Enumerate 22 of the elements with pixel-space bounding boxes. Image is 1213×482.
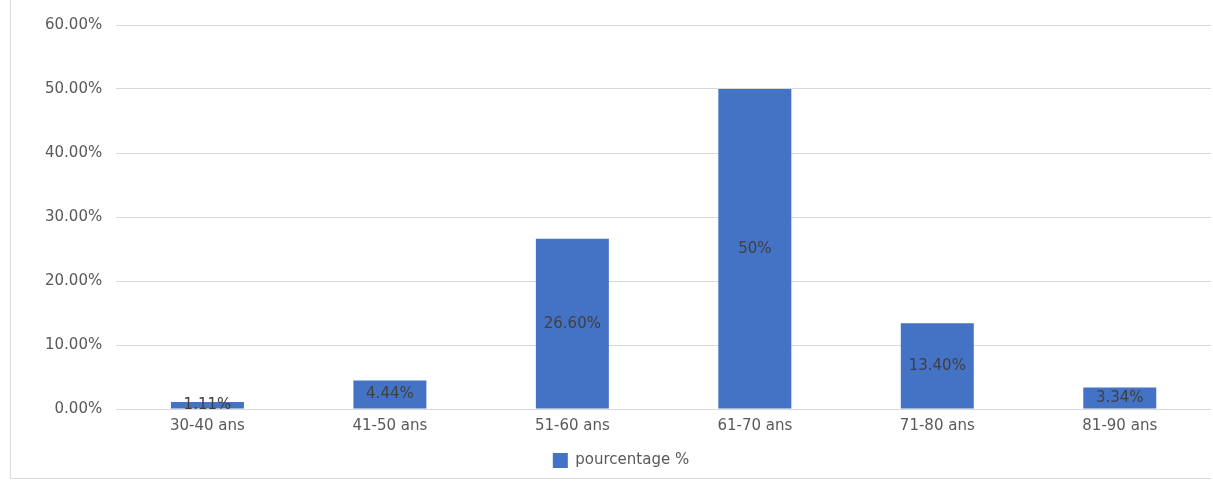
data-label: 50% (738, 238, 772, 257)
y-tick-label: 30.00% (44, 206, 103, 225)
data-label: 4.44% (366, 384, 414, 403)
x-tick-label: 61-70 ans (717, 415, 793, 434)
x-tick-label: 30-40 ans (169, 415, 246, 434)
bar (535, 238, 609, 409)
y-tick-label: 10.00% (44, 334, 103, 353)
y-tick-label: 0.00% (54, 398, 103, 417)
x-tick-label: 51-60 ans (534, 415, 610, 434)
y-tick-label: 40.00% (44, 142, 103, 161)
bar (718, 89, 792, 409)
y-tick-label: 60.00% (44, 14, 103, 33)
bar (900, 323, 974, 409)
y-tick-label: 50.00% (44, 78, 103, 97)
x-tick-label: 71-80 ans (899, 415, 975, 434)
data-label: 26.60% (543, 313, 601, 332)
y-tick-label: 20.00% (44, 270, 103, 289)
legend-label: pourcentage % (575, 450, 690, 469)
x-tick-label: 81-90 ans (1082, 415, 1158, 434)
x-tick-label: 41-50 ans (352, 415, 428, 434)
data-label: 3.34% (1095, 387, 1144, 406)
data-label: 13.40% (908, 355, 966, 374)
